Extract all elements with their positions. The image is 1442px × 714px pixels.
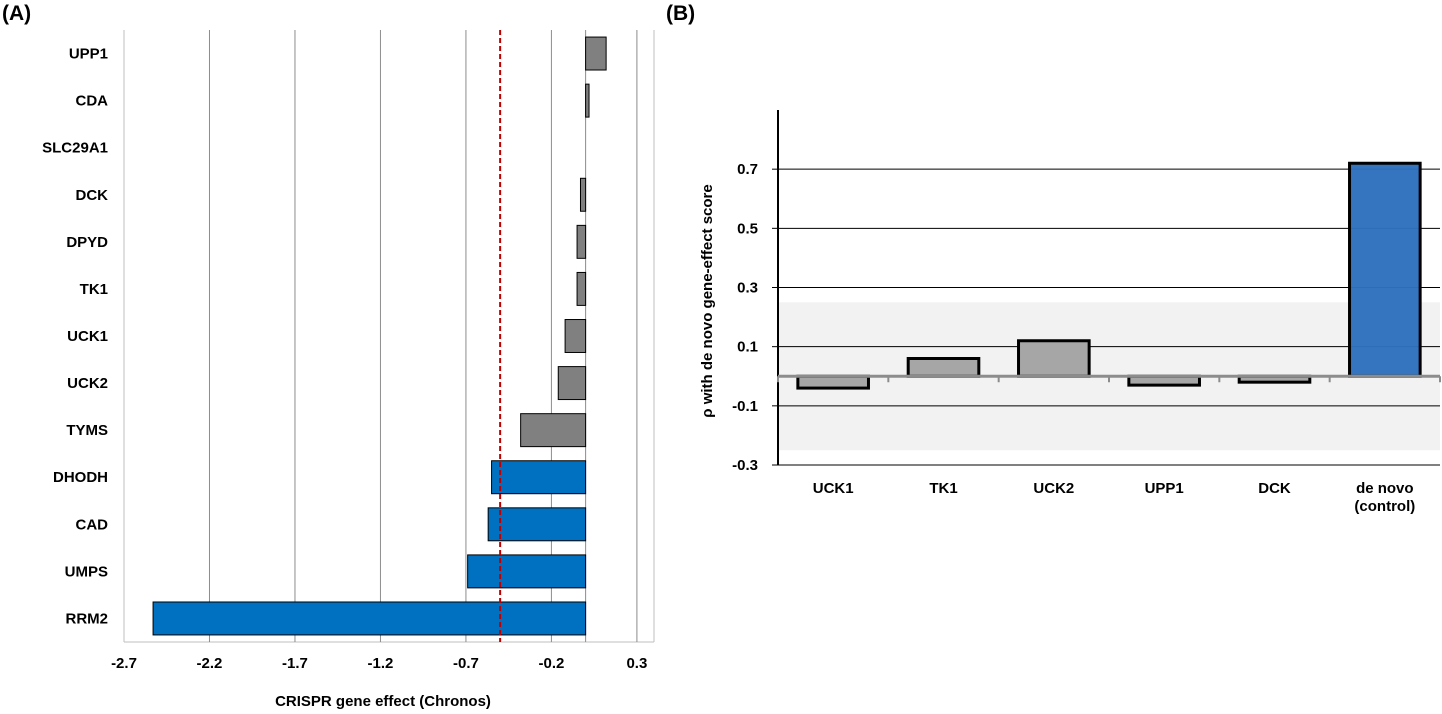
category-label: TYMS (66, 422, 108, 439)
bar (585, 36, 607, 71)
panel-b-tick-labels: -0.3 -0.1 0.1 0.3 0.5 0.7 (732, 161, 758, 474)
panel-a-bars (152, 36, 607, 636)
category-label: UCK2 (1033, 480, 1074, 497)
x-tick-label: -1.7 (282, 655, 308, 672)
category-label: UCK1 (813, 480, 854, 497)
y-tick-label: -0.1 (732, 398, 758, 415)
y-tick-label: -0.3 (732, 457, 758, 474)
y-tick-label: 0.3 (737, 280, 758, 297)
x-tick-label: -0.2 (538, 655, 564, 672)
panel-a-label: (A) (2, 2, 31, 25)
bar (467, 554, 587, 589)
x-axis-title: CRISPR gene effect (Chronos) (275, 693, 491, 710)
x-tick-label: -1.2 (368, 655, 394, 672)
bar (520, 413, 587, 448)
x-tick-label: -2.7 (111, 655, 137, 672)
y-tick-label: 0.7 (737, 161, 758, 178)
bar (564, 319, 587, 353)
bar (585, 83, 590, 118)
x-tick-label: -0.7 (453, 655, 479, 672)
category-label: (control) (1354, 498, 1415, 515)
bar (557, 366, 587, 401)
panel-b-label: (B) (666, 2, 695, 25)
bar (1017, 339, 1091, 378)
panel-a-chart: (A) UPP1 CDA SLC29A1 DCK DPYD TK1 UCK1 UCK2 TYMS… (2, 2, 655, 710)
panel-b-chart: (B) -0.3 -0.1 0.1 0.3 0.5 0.7 UCK1 TK1 UCK2 UPP1… (666, 2, 1441, 515)
bar (579, 177, 587, 212)
category-label: UPP1 (1145, 480, 1184, 497)
y-tick-label: 0.5 (737, 220, 758, 237)
bar (576, 271, 587, 306)
category-label: UCK1 (67, 328, 108, 345)
category-label: RRM2 (65, 610, 108, 627)
x-tick-label: 0.3 (626, 655, 647, 672)
category-label: DCK (76, 187, 109, 204)
category-label: UMPS (65, 563, 108, 580)
panel-a-category-labels: UPP1 CDA SLC29A1 DCK DPYD TK1 UCK1 UCK2 TYMS DHOD… (42, 46, 108, 628)
bar (487, 507, 587, 542)
bar (491, 460, 587, 495)
category-label: UCK2 (67, 375, 108, 392)
panel-a-tick-labels: -2.7 -2.2 -1.7 -1.2 -0.7 -0.2 0.3 (111, 655, 647, 672)
y-axis-title: ρ with de novo gene-effect score (699, 184, 716, 418)
category-label: de novo (1356, 480, 1414, 497)
category-label: TK1 (80, 281, 108, 298)
bar (906, 357, 981, 378)
category-label: DHODH (53, 469, 108, 486)
x-tick-label: -2.2 (197, 655, 223, 672)
category-label: CDA (76, 93, 109, 110)
y-tick-label: 0.1 (737, 339, 758, 356)
category-label: TK1 (929, 480, 957, 497)
bar (152, 601, 587, 636)
panel-b-axes (772, 110, 1441, 466)
category-label: DCK (1258, 480, 1291, 497)
category-label: DPYD (66, 234, 108, 251)
panel-b-category-labels: UCK1 TK1 UCK2 UPP1 DCK de novo(control) (813, 480, 1416, 515)
panel-b-gridlines (778, 168, 1440, 407)
bar (1348, 161, 1422, 378)
category-label: CAD (76, 516, 109, 533)
category-label: SLC29A1 (42, 140, 108, 157)
category-label: UPP1 (69, 46, 108, 63)
bar (576, 224, 587, 259)
bar (796, 374, 870, 390)
